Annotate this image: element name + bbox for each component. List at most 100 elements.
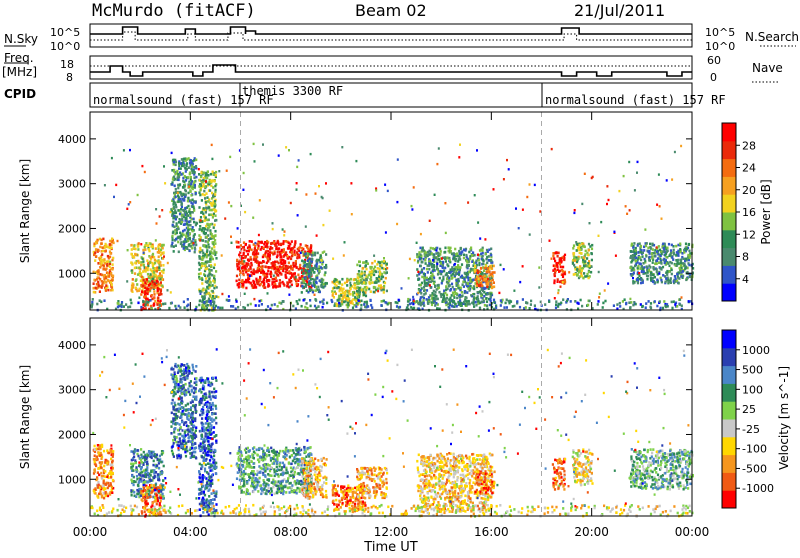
scatter-cell	[279, 268, 281, 271]
scatter-cell	[386, 290, 388, 293]
scatter-cell	[534, 304, 536, 307]
scatter-cell	[177, 209, 179, 212]
scatter-cell	[417, 271, 419, 273]
scatter-cell	[208, 284, 210, 287]
scatter-cell	[147, 273, 149, 276]
scatter-cell	[140, 306, 142, 309]
scatter-cell	[666, 179, 668, 181]
scatter-cell	[377, 290, 379, 292]
scatter-cell	[334, 304, 336, 307]
scatter-cell	[357, 280, 359, 283]
scatter-cell	[438, 284, 440, 287]
scatter-cell	[258, 304, 260, 307]
scatter-cell	[442, 299, 444, 302]
scatter-cell	[184, 196, 186, 199]
scatter-cell	[341, 146, 343, 148]
scatter-cell	[207, 234, 209, 237]
scatter-cell	[279, 279, 281, 282]
scatter-cell	[439, 277, 441, 280]
scatter-cell	[201, 265, 203, 268]
scatter-cell	[666, 250, 668, 253]
scatter-cell	[238, 286, 240, 289]
scatter-cell	[482, 263, 484, 266]
scatter-cell	[503, 268, 505, 270]
scatter-cell	[271, 247, 273, 250]
scatter-cell	[350, 278, 352, 281]
scatter-cell	[135, 462, 137, 465]
scatter-cell	[214, 214, 216, 217]
scatter-cell	[637, 282, 639, 285]
scatter-cell	[183, 247, 185, 250]
scatter-cell	[635, 257, 637, 260]
scatter-cell	[515, 207, 517, 209]
scatter-cell	[290, 202, 292, 204]
scatter-cell	[125, 303, 127, 306]
scatter-cell	[105, 268, 107, 271]
scatter-cell	[101, 262, 103, 265]
scatter-cell	[96, 495, 98, 498]
scatter-cell	[205, 281, 207, 284]
scatter-cell	[323, 283, 325, 286]
scatter-cell	[180, 200, 182, 203]
scatter-cell	[560, 266, 562, 269]
scatter-cell	[687, 254, 689, 257]
scatter-cell	[123, 305, 125, 308]
scatter-cell	[211, 247, 213, 250]
scatter-cell	[471, 260, 473, 263]
scatter-cell	[112, 479, 114, 482]
scatter-cell	[326, 302, 328, 305]
scatter-cell	[554, 260, 556, 263]
scatter-cell	[673, 252, 675, 255]
scatter-cell	[139, 274, 141, 277]
scatter-cell	[195, 159, 197, 162]
scatter-cell	[155, 239, 157, 241]
scatter-cell	[137, 302, 139, 305]
scatter-cell	[100, 242, 102, 245]
scatter-cell	[356, 264, 358, 267]
scatter-cell	[99, 454, 101, 457]
scatter-cell	[555, 303, 557, 306]
scatter-cell	[322, 224, 324, 226]
scatter-cell	[493, 281, 495, 284]
scatter-cell	[199, 228, 201, 231]
scatter-cell	[422, 299, 424, 302]
scatter-cell	[269, 273, 271, 276]
scatter-cell	[172, 224, 174, 227]
scatter-cell	[190, 182, 192, 185]
scatter-cell	[102, 485, 104, 488]
scatter-cell	[602, 302, 604, 305]
scatter-cell	[157, 287, 159, 290]
scatter-cell	[457, 260, 459, 263]
scatter-cell	[310, 274, 312, 277]
scatter-cell	[416, 242, 418, 244]
scatter-cell	[320, 259, 322, 261]
scatter-cell	[99, 299, 101, 302]
scatter-cell	[252, 280, 254, 283]
scatter-cell	[401, 287, 403, 289]
scatter-cell	[466, 272, 468, 275]
scatter-cell	[214, 210, 216, 213]
scatter-cell	[249, 266, 251, 269]
scatter-cell	[112, 450, 114, 453]
scatter-cell	[310, 246, 312, 249]
scatter-cell	[205, 211, 207, 214]
scatter-cell	[473, 262, 475, 265]
scatter-cell	[587, 304, 589, 307]
scatter-cell	[363, 293, 365, 296]
scatter-cell	[160, 289, 162, 292]
scatter-cell	[182, 186, 184, 189]
scatter-cell	[379, 262, 381, 265]
scatter-cell	[298, 268, 300, 271]
scatter-cell	[161, 244, 163, 247]
scatter-cell	[348, 297, 350, 300]
scatter-cell	[133, 491, 135, 494]
scatter-cell	[676, 264, 678, 267]
scatter-cell	[154, 274, 156, 277]
scatter-cell	[409, 258, 411, 260]
scatter-cell	[341, 283, 343, 286]
scatter-cell	[649, 266, 651, 269]
scatter-cell	[468, 264, 470, 267]
scatter-cell	[580, 272, 582, 275]
scatter-cell	[296, 251, 298, 254]
scatter-cell	[681, 296, 683, 298]
